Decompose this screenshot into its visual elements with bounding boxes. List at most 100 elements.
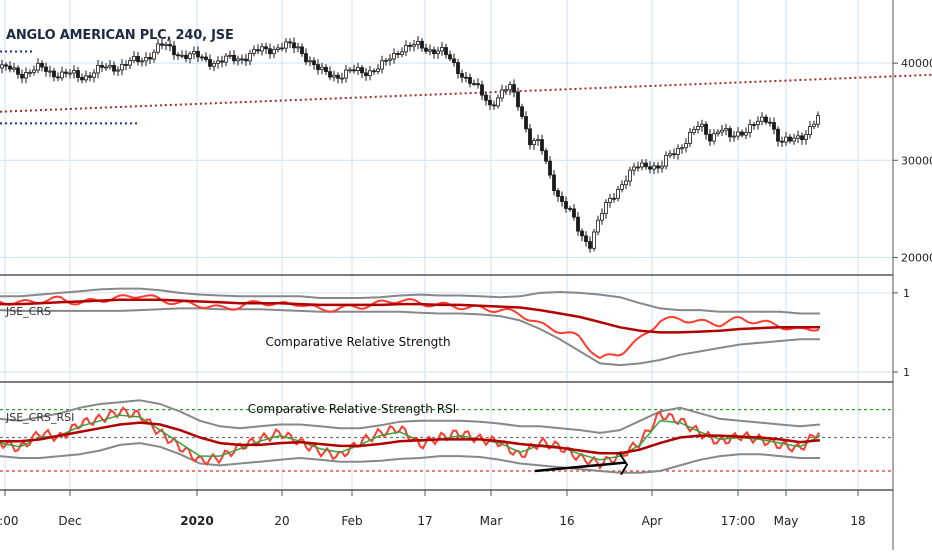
candle-body (584, 235, 588, 242)
candle-body (784, 136, 788, 143)
candle-body (120, 64, 124, 71)
candle-body (700, 123, 704, 127)
candle-body (100, 64, 104, 68)
candle-body (768, 121, 772, 124)
candle-body (572, 208, 576, 218)
candle-body (232, 54, 236, 62)
candle-body (280, 47, 284, 50)
x-tick-label: 17:00 (721, 514, 756, 528)
candle-body (580, 230, 584, 237)
crs-moving-average (0, 298, 820, 334)
candle-body (772, 122, 776, 130)
candle-body (500, 89, 504, 99)
candle-body (600, 213, 604, 221)
crs-rsi-panel[interactable] (0, 399, 893, 476)
candle-body (684, 143, 688, 149)
candle-body (808, 126, 812, 135)
candle-body (524, 116, 528, 130)
candle-body (116, 69, 120, 72)
candle-body (136, 55, 140, 62)
candle-body (172, 45, 176, 56)
candle-body (556, 190, 560, 197)
candle-body (664, 154, 668, 167)
candle-body (716, 131, 720, 135)
candle-body (348, 69, 352, 72)
candle-body (616, 188, 620, 199)
candle-body (444, 47, 448, 56)
candle-body (740, 131, 744, 136)
candle-body (552, 174, 556, 192)
candle-body (104, 66, 108, 69)
candle-body (596, 219, 600, 233)
candle-body (328, 71, 332, 78)
candle-body (536, 139, 540, 142)
candle-body (368, 70, 372, 77)
candle-body (468, 77, 472, 84)
candle-body (612, 197, 616, 200)
candle-body (188, 53, 192, 59)
candle-body (640, 162, 644, 168)
candle-body (420, 40, 424, 49)
candle-body (332, 74, 336, 78)
candle-body (424, 47, 428, 52)
candle-body (464, 76, 468, 79)
candle-body (472, 83, 476, 85)
candle-body (576, 216, 580, 232)
y-tick-label: 1 (903, 366, 910, 379)
crs-panel[interactable] (0, 287, 820, 367)
crs-legend-label: JSE_CRS (5, 305, 51, 318)
candle-body (20, 73, 24, 79)
candle-body (12, 67, 16, 70)
candle-body (816, 115, 820, 125)
candle-body (284, 41, 288, 49)
candle-body (140, 60, 144, 63)
candle-body (780, 140, 784, 143)
axes-layer: 400003000020000117:00Dec202020Feb17Mar16… (0, 57, 932, 528)
candle-body (212, 62, 216, 67)
candle-body (672, 153, 676, 156)
candle-body (184, 54, 188, 59)
x-tick-label: Dec (58, 514, 81, 528)
candle-body (304, 53, 308, 63)
y-tick-label: 20000 (901, 251, 932, 264)
x-tick-label: May (774, 514, 799, 528)
x-tick-label: 20 (274, 514, 289, 528)
candle-body (220, 60, 224, 63)
candle-body (352, 69, 356, 72)
y-tick-label: 1 (903, 287, 910, 300)
candle-body (364, 72, 368, 77)
candle-body (92, 72, 96, 78)
candle-body (504, 89, 508, 92)
candle-body (788, 136, 792, 142)
candle-body (416, 40, 420, 45)
candle-body (276, 47, 280, 50)
candle-body (124, 64, 128, 66)
candle-body (164, 44, 168, 46)
candle-body (636, 166, 640, 169)
candle-body (428, 49, 432, 52)
x-tick-label: Mar (480, 514, 503, 528)
candle-body (344, 69, 348, 79)
candle-body (436, 50, 440, 55)
candle-body (308, 60, 312, 63)
candle-body (744, 132, 748, 136)
divergence-arrow (618, 452, 629, 476)
candle-body (228, 54, 232, 57)
candle-body (216, 60, 220, 64)
price-panel[interactable] (0, 0, 932, 253)
candle-body (492, 104, 496, 107)
candle-body (412, 44, 416, 47)
candle-body (244, 58, 248, 62)
candle-body (484, 94, 488, 101)
candle-body (388, 58, 392, 61)
candle-body (804, 134, 808, 140)
candle-body (648, 166, 652, 170)
resistance-trendline (0, 73, 932, 113)
candle-body (680, 147, 684, 150)
candle-body (52, 70, 56, 78)
candle-body (84, 75, 88, 81)
candle-body (764, 116, 768, 123)
candle-body (296, 46, 300, 49)
